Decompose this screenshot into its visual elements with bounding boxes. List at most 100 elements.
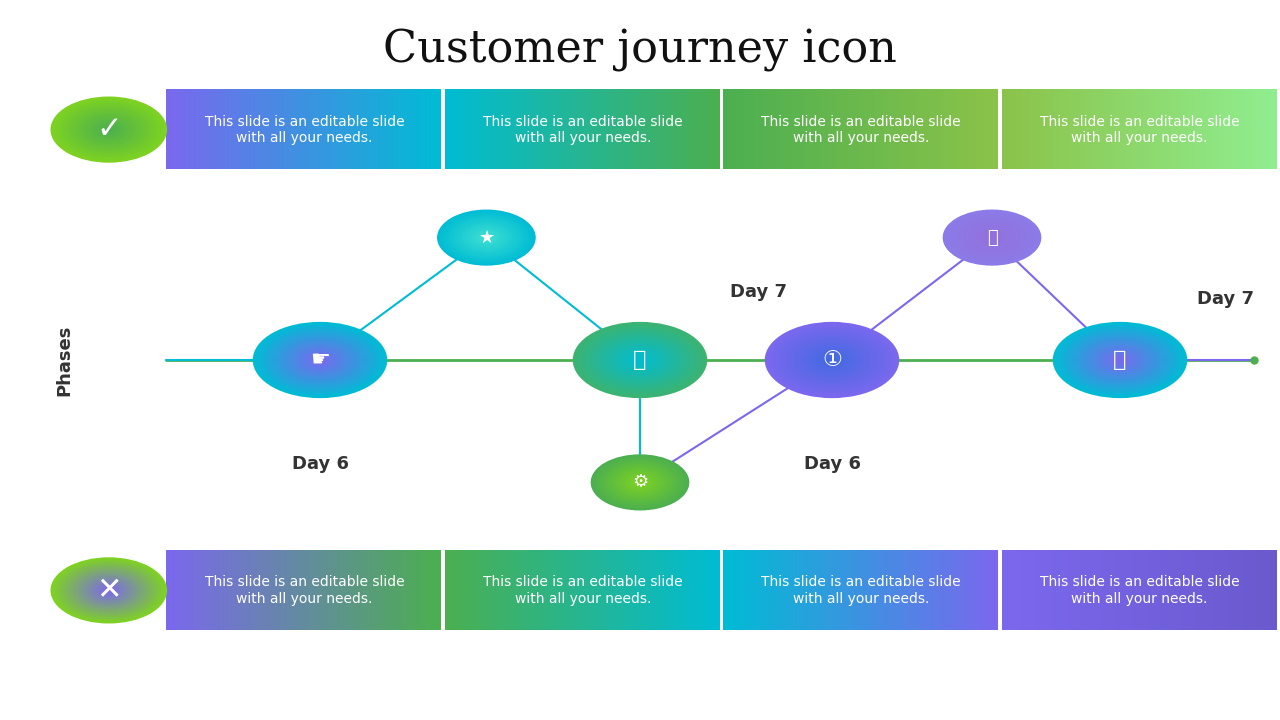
Circle shape xyxy=(461,223,512,252)
Circle shape xyxy=(631,356,649,365)
Circle shape xyxy=(607,464,673,501)
Circle shape xyxy=(786,334,878,386)
Circle shape xyxy=(957,218,1027,257)
Circle shape xyxy=(1060,326,1180,394)
Circle shape xyxy=(639,482,641,483)
Circle shape xyxy=(948,213,1036,262)
Circle shape xyxy=(771,325,893,395)
Circle shape xyxy=(92,580,127,600)
Circle shape xyxy=(262,328,379,393)
Text: This slide is an editable slide
with all your needs.: This slide is an editable slide with all… xyxy=(205,575,404,606)
Text: Phases: Phases xyxy=(55,324,73,396)
Circle shape xyxy=(613,467,667,498)
Circle shape xyxy=(312,356,328,365)
Circle shape xyxy=(82,114,136,145)
Circle shape xyxy=(589,331,691,389)
Circle shape xyxy=(287,341,353,379)
Text: ✕: ✕ xyxy=(96,576,122,605)
Circle shape xyxy=(76,572,142,609)
Circle shape xyxy=(84,577,133,604)
Circle shape xyxy=(974,228,1010,248)
Circle shape xyxy=(827,357,837,363)
Circle shape xyxy=(1076,336,1164,384)
Text: Day 6: Day 6 xyxy=(292,455,348,473)
Circle shape xyxy=(1087,341,1153,379)
Circle shape xyxy=(96,583,122,598)
Circle shape xyxy=(575,323,705,397)
Circle shape xyxy=(639,359,641,361)
Circle shape xyxy=(72,109,146,150)
Circle shape xyxy=(622,472,658,492)
Circle shape xyxy=(58,562,161,619)
Circle shape xyxy=(980,231,1004,244)
Circle shape xyxy=(1114,356,1126,364)
Circle shape xyxy=(257,325,383,395)
Text: This slide is an editable slide
with all your needs.: This slide is an editable slide with all… xyxy=(483,114,682,145)
Circle shape xyxy=(78,112,140,147)
Circle shape xyxy=(573,323,707,397)
Circle shape xyxy=(442,212,531,263)
Circle shape xyxy=(636,358,644,362)
Circle shape xyxy=(292,344,348,376)
Circle shape xyxy=(826,356,838,364)
Text: ⚙: ⚙ xyxy=(632,474,648,492)
Circle shape xyxy=(73,109,145,150)
Circle shape xyxy=(60,102,157,157)
Circle shape xyxy=(623,473,657,492)
Circle shape xyxy=(105,588,113,593)
Circle shape xyxy=(468,228,504,248)
Circle shape xyxy=(448,216,525,259)
Circle shape xyxy=(1064,328,1176,392)
Circle shape xyxy=(824,356,841,365)
Circle shape xyxy=(302,350,338,370)
Circle shape xyxy=(310,354,330,366)
Circle shape xyxy=(291,343,349,377)
Circle shape xyxy=(781,331,883,389)
Circle shape xyxy=(625,474,655,491)
Circle shape xyxy=(803,343,861,377)
Circle shape xyxy=(603,462,677,503)
Circle shape xyxy=(612,467,668,498)
Circle shape xyxy=(260,326,380,394)
Circle shape xyxy=(88,579,129,602)
Circle shape xyxy=(279,337,362,384)
Circle shape xyxy=(72,570,146,611)
Circle shape xyxy=(439,211,534,264)
Circle shape xyxy=(55,560,163,621)
Circle shape xyxy=(767,323,897,397)
Circle shape xyxy=(99,585,119,596)
Circle shape xyxy=(67,106,151,153)
Circle shape xyxy=(480,234,493,241)
Circle shape xyxy=(74,110,143,149)
Circle shape xyxy=(1119,359,1121,361)
Circle shape xyxy=(65,566,152,615)
Circle shape xyxy=(595,335,685,385)
Circle shape xyxy=(1091,343,1149,377)
Circle shape xyxy=(308,354,332,366)
Circle shape xyxy=(69,567,148,613)
Circle shape xyxy=(581,328,699,393)
Circle shape xyxy=(457,221,516,254)
Circle shape xyxy=(632,478,648,487)
Circle shape xyxy=(61,564,156,617)
Circle shape xyxy=(797,341,867,379)
Text: This slide is an editable slide
with all your needs.: This slide is an editable slide with all… xyxy=(762,575,961,606)
Circle shape xyxy=(296,346,346,374)
Text: ☛: ☛ xyxy=(310,350,330,370)
Circle shape xyxy=(605,341,675,379)
Circle shape xyxy=(611,466,669,499)
Circle shape xyxy=(1059,325,1181,395)
Circle shape xyxy=(608,464,672,500)
Circle shape xyxy=(270,332,370,388)
Circle shape xyxy=(773,328,891,393)
Circle shape xyxy=(90,119,128,140)
Circle shape xyxy=(635,357,645,363)
Circle shape xyxy=(440,212,532,264)
Circle shape xyxy=(622,350,658,370)
Circle shape xyxy=(804,344,860,376)
Circle shape xyxy=(265,329,375,391)
Circle shape xyxy=(259,325,381,395)
Circle shape xyxy=(621,472,659,493)
Circle shape xyxy=(600,338,680,382)
Circle shape xyxy=(943,210,1041,265)
